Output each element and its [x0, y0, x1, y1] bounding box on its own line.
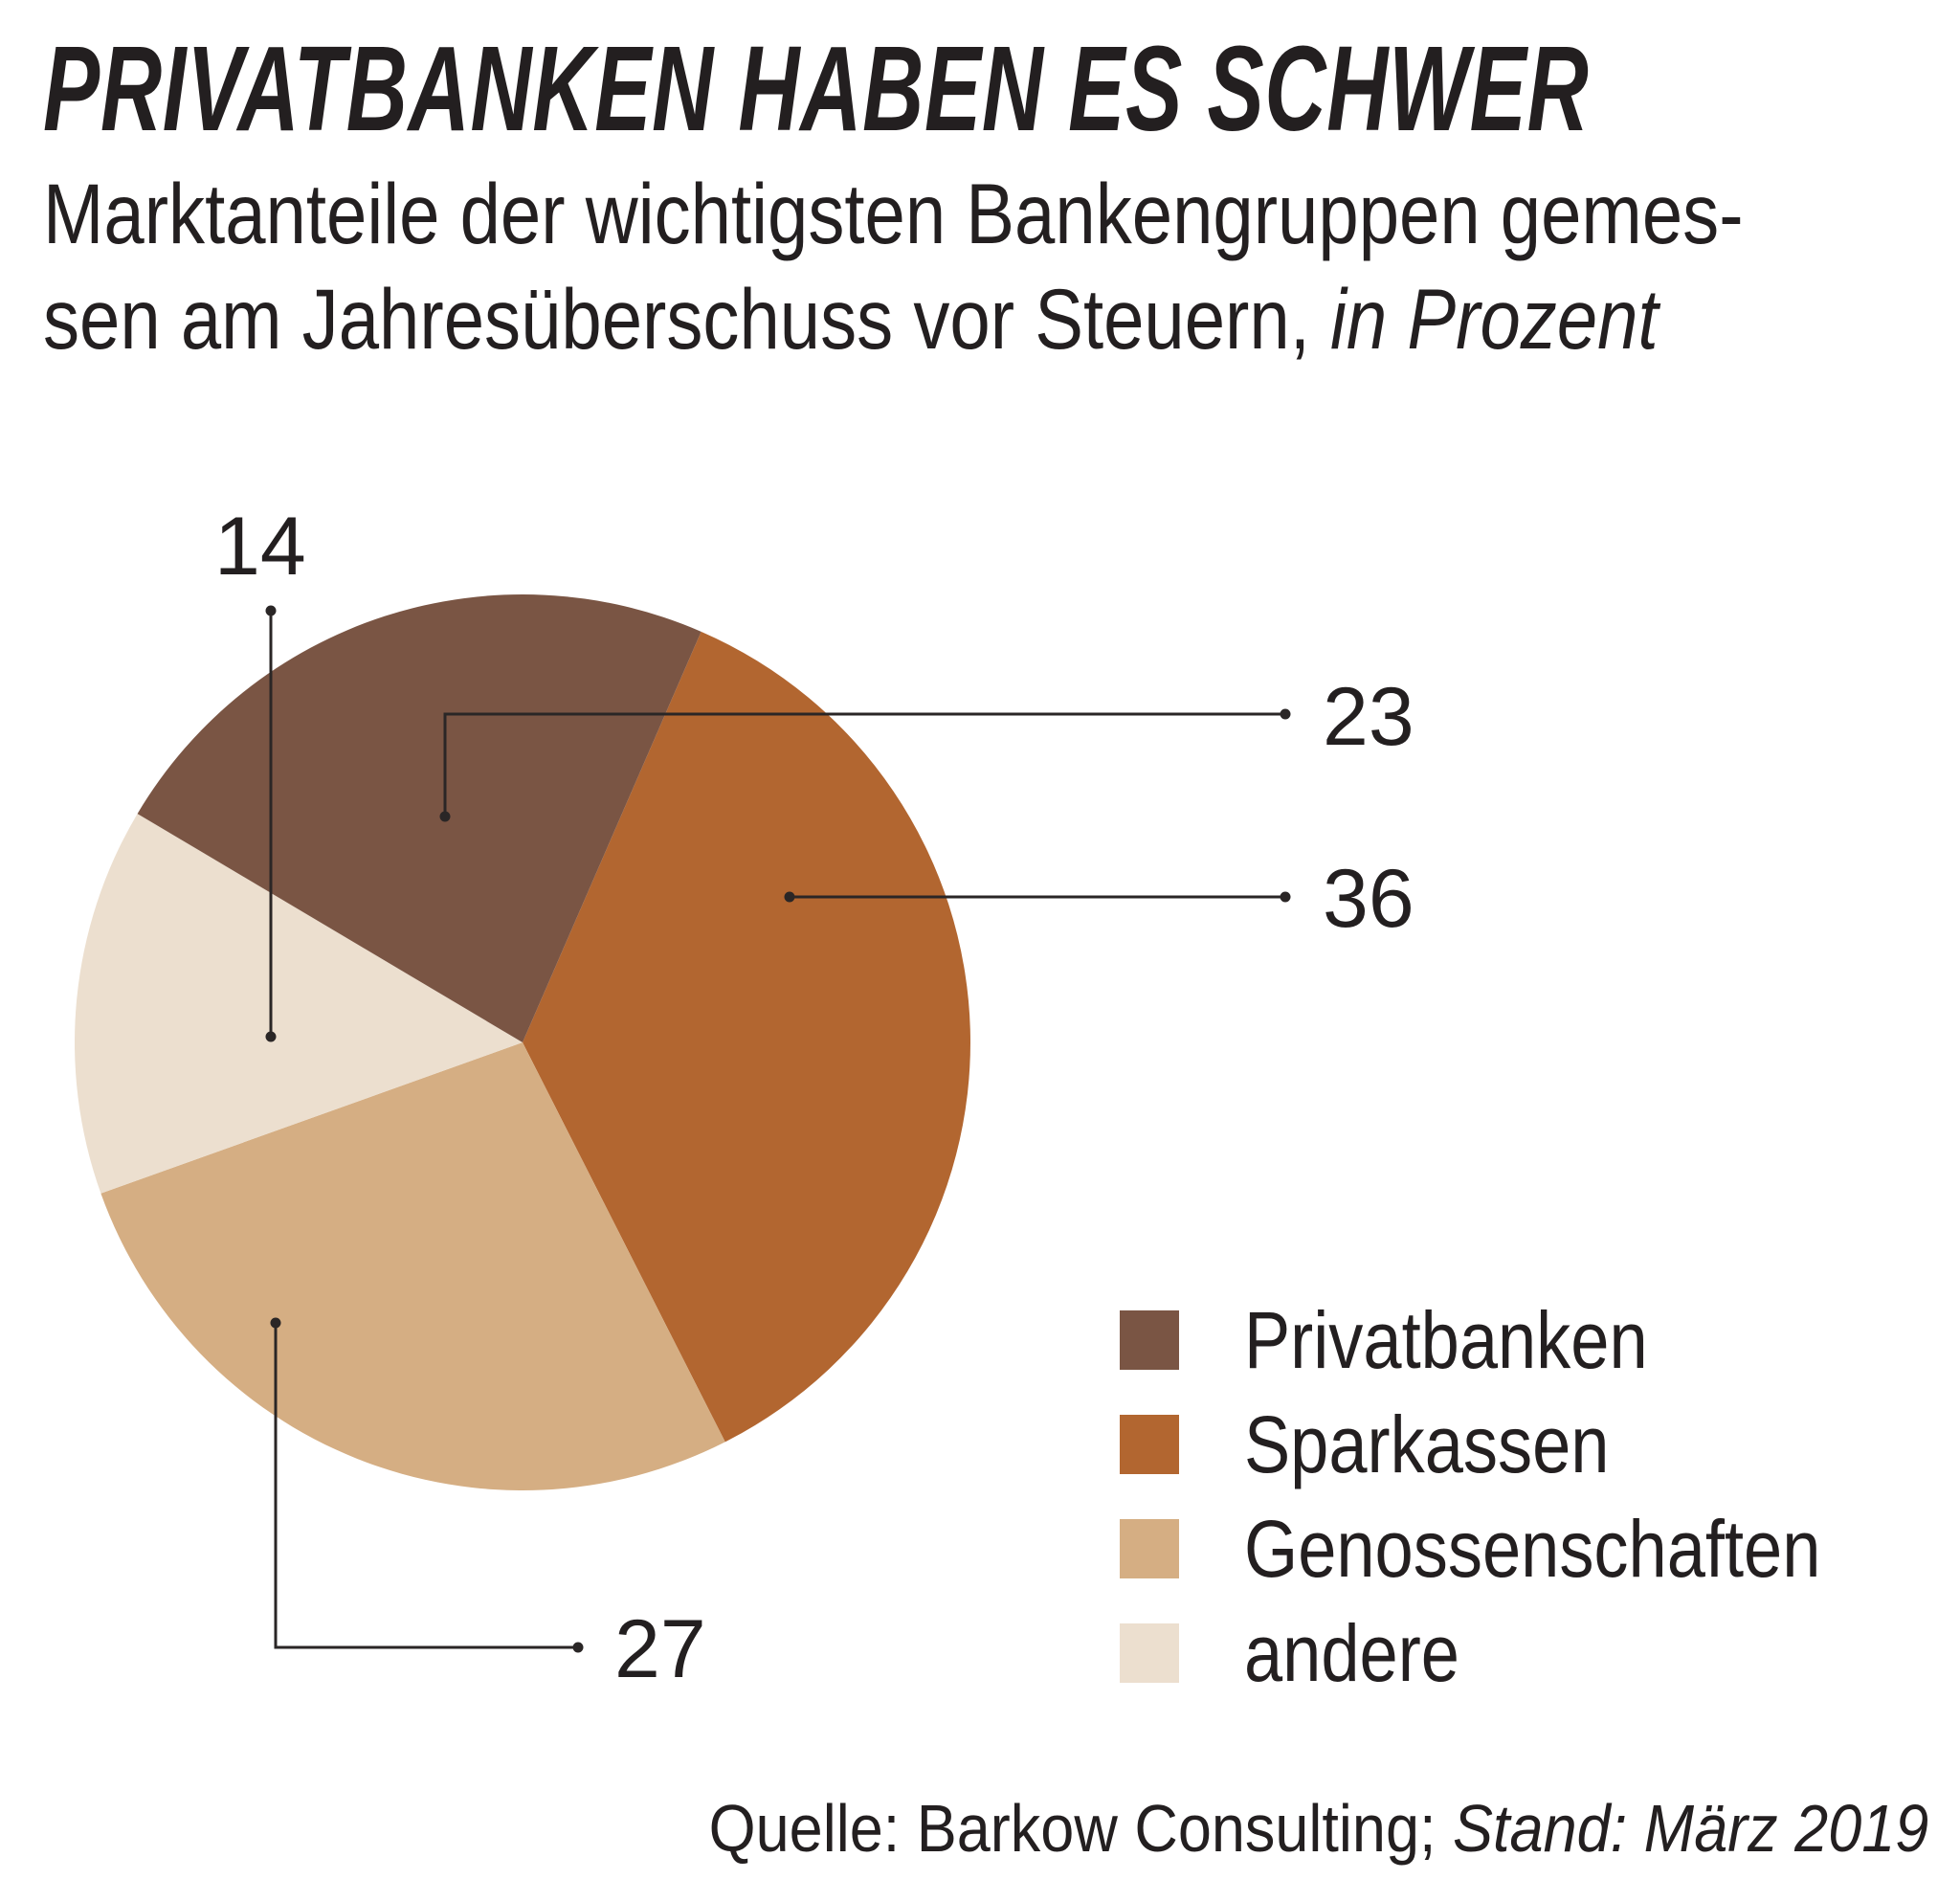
- data-label-sparkassen: 36: [1323, 853, 1414, 945]
- data-labels: 14 23 36 27: [214, 501, 1414, 1695]
- pie-slices: [75, 594, 970, 1490]
- legend-label-andere: andere: [1244, 1607, 1459, 1698]
- pie-slice-genossenschaften: [100, 1042, 725, 1490]
- chart-subtitle: Marktanteile der wichtigsten Bankengrupp…: [43, 161, 1744, 371]
- data-label-genossenschaften: 27: [614, 1603, 706, 1695]
- subtitle-line-2-text: sen am Jahresüberschuss vor Steuern,: [43, 271, 1310, 367]
- legend-swatch-sparkassen: [1120, 1414, 1179, 1474]
- legend-item-privatbanken: Privatbanken: [1120, 1287, 1914, 1392]
- leader-lines: [265, 605, 1291, 1653]
- data-label-andere: 14: [214, 501, 306, 593]
- leader-privatbanken: [439, 708, 1291, 822]
- leader-genossenschaften: [270, 1317, 584, 1653]
- legend-swatch-andere: [1120, 1622, 1179, 1683]
- source-prefix: Quelle: Barkow Consulting;: [708, 1791, 1437, 1866]
- legend-label-privatbanken: Privatbanken: [1244, 1294, 1648, 1385]
- subtitle-line-2: sen am Jahresüberschuss vor Steuern, in …: [43, 266, 1680, 371]
- legend-item-genossenschaften: Genossenschaften: [1120, 1496, 1914, 1600]
- subtitle-unit: in Prozent: [1330, 271, 1659, 367]
- leader-sparkassen: [784, 891, 1291, 903]
- pie-slice-andere: [75, 814, 523, 1194]
- legend-label-sparkassen: Sparkassen: [1244, 1399, 1610, 1489]
- source-note: Quelle: Barkow Consulting; Stand: März 2…: [708, 1788, 1928, 1868]
- legend-swatch-privatbanken: [1120, 1309, 1179, 1370]
- legend-swatch-genossenschaften: [1120, 1518, 1179, 1578]
- pie-slice-sparkassen: [523, 631, 970, 1443]
- chart-title: PRIVATBANKEN HABEN ES SCHWER: [43, 21, 1590, 156]
- chart-legend: Privatbanken Sparkassen Genossenschaften…: [1120, 1287, 1914, 1705]
- legend-item-andere: andere: [1120, 1600, 1914, 1705]
- source-date: Stand: März 2019: [1452, 1791, 1928, 1866]
- leader-andere: [265, 605, 277, 1042]
- data-label-privatbanken: 23: [1323, 671, 1414, 763]
- subtitle-line-1: Marktanteile der wichtigsten Bankengrupp…: [43, 166, 1744, 261]
- legend-label-genossenschaften: Genossenschaften: [1244, 1503, 1821, 1594]
- pie-slice-privatbanken: [137, 594, 702, 1042]
- legend-item-sparkassen: Sparkassen: [1120, 1392, 1914, 1496]
